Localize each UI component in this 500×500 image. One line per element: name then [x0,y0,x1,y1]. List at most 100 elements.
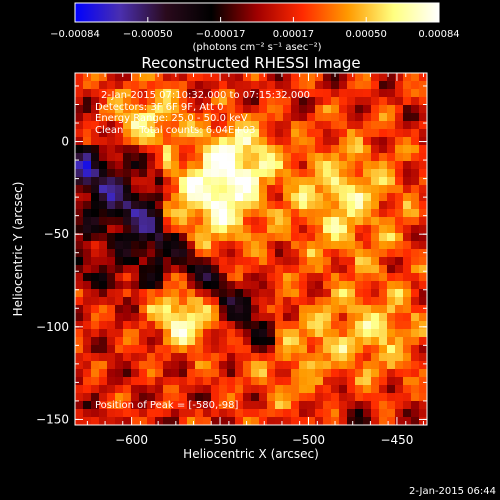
heatmap-cell [83,225,92,234]
heatmap-cell [267,113,276,122]
heatmap-cell [323,401,332,410]
heatmap-cell [171,305,180,314]
heatmap-cell [411,193,420,202]
heatmap-cell [323,137,332,146]
heatmap-cell [419,305,427,314]
heatmap-cell [115,377,124,386]
heatmap-cell [283,249,292,258]
heatmap-cell [227,385,236,394]
heatmap-cell [171,265,180,274]
heatmap-cell [387,193,396,202]
heatmap-cell [155,97,164,106]
heatmap-cell [131,161,140,170]
heatmap-cell [115,417,124,425]
heatmap-cell [291,385,300,394]
heatmap-cell [99,241,108,250]
heatmap-cell [299,113,308,122]
heatmap-cell [251,73,260,82]
heatmap-cell [259,353,268,362]
heatmap-cell [283,353,292,362]
heatmap-cell [371,201,380,210]
heatmap-cell [403,353,412,362]
heatmap-cell [347,177,356,186]
heatmap-cell [331,257,340,266]
heatmap-cell [75,81,84,90]
heatmap-cell [163,169,172,178]
heatmap-cell [219,217,228,226]
heatmap-cell [219,225,228,234]
heatmap-cell [187,281,196,290]
heatmap-cell [275,401,284,410]
heatmap-cell [91,241,100,250]
heatmap-cell [395,337,404,346]
heatmap-cell [187,177,196,186]
heatmap-cell [227,113,236,122]
heatmap-cell [123,273,132,282]
heatmap-cell [163,241,172,250]
heatmap-cell [171,361,180,370]
heatmap-cell [267,305,276,314]
heatmap-cell [139,305,148,314]
heatmap-cell [131,145,140,154]
heatmap-cell [75,321,84,330]
heatmap-cell [355,169,364,178]
heatmap-cell [387,209,396,218]
heatmap-cell [371,369,380,378]
heatmap-cell [363,233,372,242]
heatmap-cell [147,345,156,354]
heatmap-cell [403,97,412,106]
heatmap-cell [131,345,140,354]
heatmap-cell [363,361,372,370]
heatmap-cell [363,201,372,210]
y-tick-label: −50 [44,227,69,241]
heatmap-cell [107,249,116,258]
heatmap-cell [187,369,196,378]
heatmap-cell [163,121,172,130]
heatmap-cell [107,193,116,202]
heatmap-cell [315,337,324,346]
heatmap-cell [139,409,148,418]
heatmap-cell [227,145,236,154]
heatmap-cell [243,257,252,266]
heatmap-cell [363,329,372,338]
heatmap-cell [307,193,316,202]
heatmap-cell [283,217,292,226]
heatmap-cell [379,129,388,138]
heatmap-cell [411,249,420,258]
heatmap-cell [355,401,364,410]
heatmap-cell [75,153,84,162]
heatmap-cell [299,105,308,114]
heatmap-cell [107,313,116,322]
heatmap-cell [131,129,140,138]
heatmap-cell [235,401,244,410]
heatmap-cell [147,369,156,378]
heatmap-cell [203,217,212,226]
heatmap-cell [227,89,236,98]
heatmap-cell [131,265,140,274]
heatmap-cell [75,129,84,138]
heatmap-cell [171,113,180,122]
heatmap-cell [219,113,228,122]
heatmap-cell [91,121,100,130]
heatmap-cell [267,273,276,282]
heatmap-cell [195,249,204,258]
heatmap-cell [339,385,348,394]
y-axis-label: Heliocentric Y (arcsec) [11,182,25,317]
heatmap-cell [283,265,292,274]
heatmap-cell [83,369,92,378]
heatmap-cell [243,377,252,386]
heatmap-cell [347,393,356,402]
heatmap-cell [139,161,148,170]
heatmap-cell [75,257,84,266]
heatmap-cell [147,313,156,322]
heatmap-cell [355,361,364,370]
heatmap-cell [251,161,260,170]
heatmap-cell [115,209,124,218]
heatmap-cell [379,105,388,114]
heatmap-cell [75,105,84,114]
heatmap-cell [203,209,212,218]
heatmap-cell [387,257,396,266]
heatmap-cell [275,161,284,170]
heatmap-cell [243,393,252,402]
heatmap-cell [163,401,172,410]
